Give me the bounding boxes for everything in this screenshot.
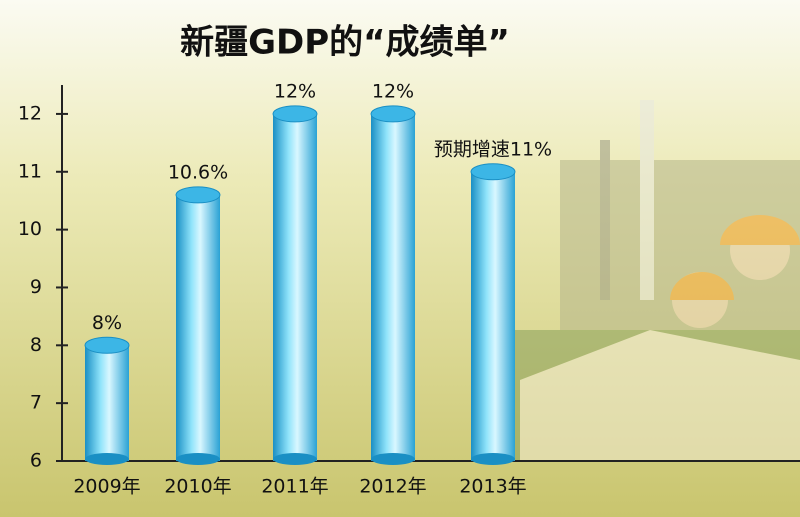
bar-base: [471, 453, 515, 465]
value-label: 10.6%: [168, 161, 228, 183]
value-label: 12%: [372, 80, 414, 102]
bar-cap: [470, 163, 516, 181]
y-tick-label: 7: [30, 392, 42, 414]
bar-cap: [370, 105, 416, 123]
y-tick-label: 11: [18, 160, 42, 182]
y-tick-label: 6: [30, 450, 42, 472]
bar-base: [273, 453, 317, 465]
y-tick-label: 12: [18, 102, 42, 124]
x-tick-label: 2011年: [261, 476, 328, 498]
x-tick-label: 2010年: [164, 476, 231, 498]
bar: [176, 194, 220, 461]
bar: [471, 171, 515, 461]
bar: [85, 345, 129, 461]
chart-title: 新疆GDP的“成绩单”: [180, 23, 510, 63]
bar-cap: [272, 105, 318, 123]
bar-cap: [84, 336, 130, 354]
bar-base: [85, 453, 129, 465]
value-label: 8%: [92, 312, 122, 334]
photo-backdrop: [515, 100, 800, 460]
value-label: 预期增速11%: [434, 138, 552, 160]
bar-base: [371, 453, 415, 465]
bar-cap: [175, 186, 221, 204]
y-tick-label: 9: [30, 276, 42, 298]
x-tick-label: 2009年: [73, 476, 140, 498]
bar: [273, 113, 317, 461]
bar: [371, 113, 415, 461]
value-label: 12%: [274, 80, 316, 102]
x-tick-label: 2013年: [459, 476, 526, 498]
x-tick-label: 2012年: [359, 476, 426, 498]
y-tick-label: 10: [18, 218, 42, 240]
y-tick-label: 8: [30, 334, 42, 356]
bar-base: [176, 453, 220, 465]
